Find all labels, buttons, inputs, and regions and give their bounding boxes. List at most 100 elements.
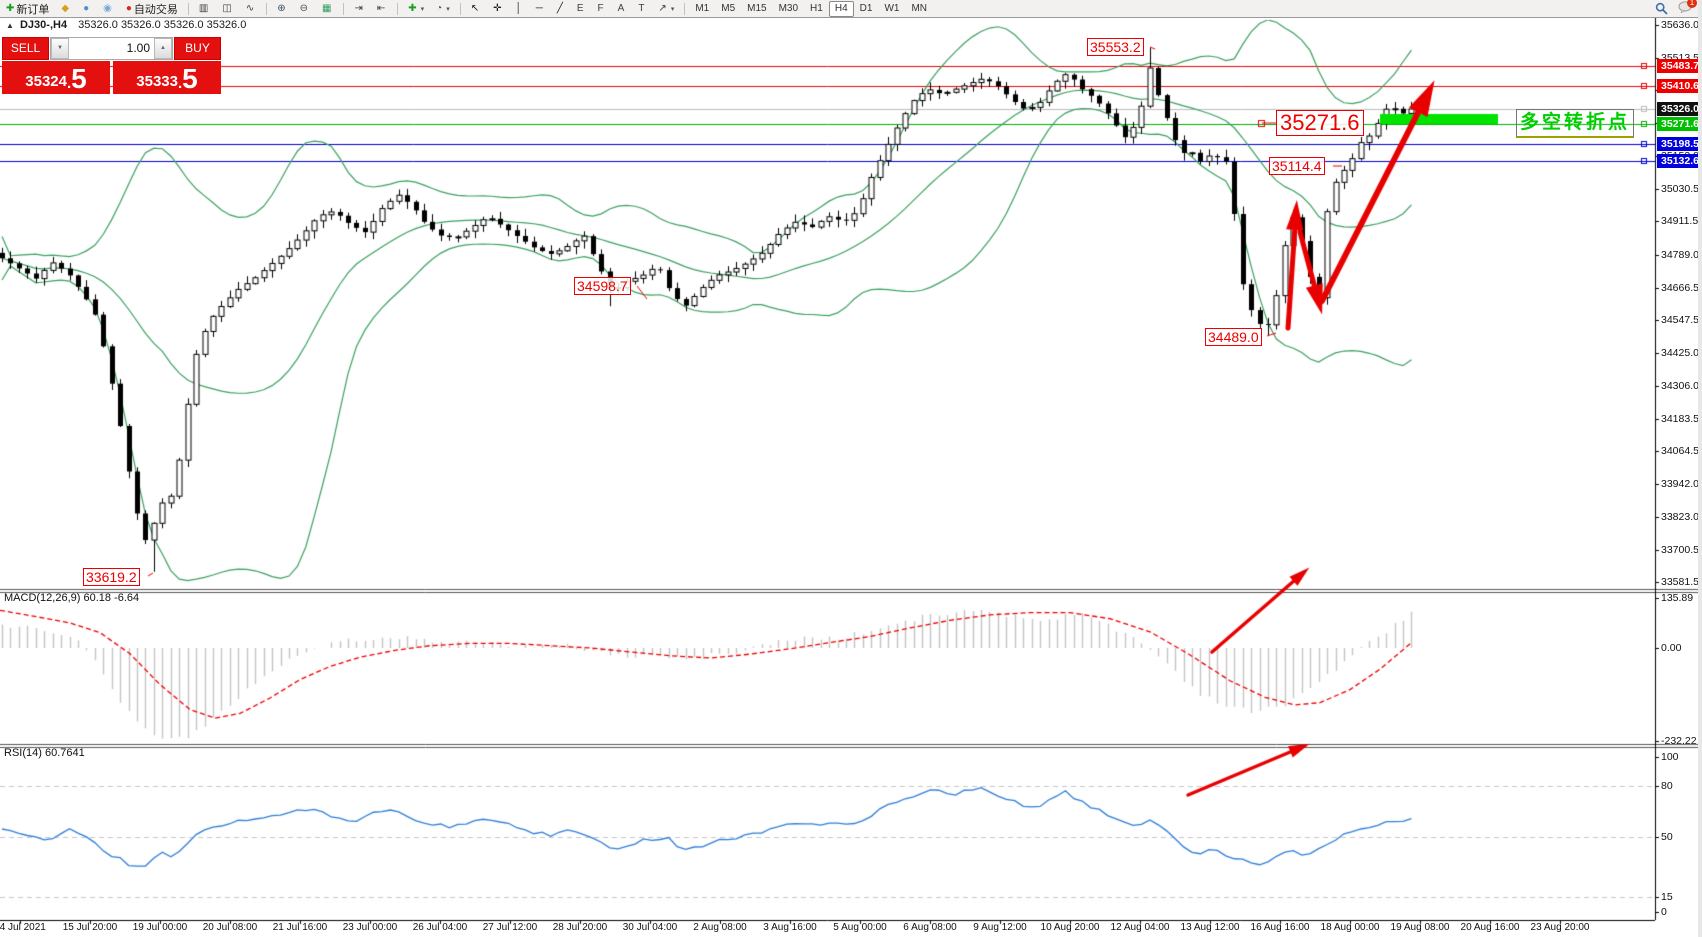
equidistant-channel-icon: E: [576, 2, 584, 14]
buy-button[interactable]: BUY: [174, 37, 221, 60]
indicators-icon: ✚: [408, 2, 417, 14]
time-axis-label: 16 Aug 16:00: [1250, 922, 1310, 933]
volume-increase-button[interactable]: ▲: [154, 38, 172, 59]
sell-button[interactable]: SELL: [2, 37, 49, 60]
new-order-button[interactable]: ✚ 新订单: [1, 1, 54, 17]
toolbar-separator: [397, 2, 399, 15]
notifications-icon[interactable]: 1: [1678, 0, 1697, 16]
rsi-tick: 0: [1661, 906, 1667, 918]
price-level-label: 35198.5: [1657, 137, 1698, 151]
tile-windows-icon[interactable]: ▦: [317, 1, 338, 17]
time-axis-label: 5 Aug 00:00: [833, 922, 887, 933]
volume-value[interactable]: 1.00: [126, 41, 150, 55]
rsi-indicator-label: RSI(14) 60.7641: [4, 747, 85, 759]
tile-windows-icon: ▦: [322, 2, 332, 14]
price-tick: 33942.0: [1661, 478, 1699, 490]
candlestick-chart-icon[interactable]: ◫: [217, 1, 238, 17]
volume-decrease-button[interactable]: ▼: [51, 38, 69, 59]
signal-icon: ◉: [103, 2, 112, 14]
trendline-icon[interactable]: ╱: [552, 1, 570, 17]
cursor-icon[interactable]: ↖: [466, 1, 486, 17]
timeframe-button-h4[interactable]: H4: [828, 0, 854, 17]
dropdown-arrow-icon: ▾: [670, 5, 675, 13]
price-level-label: 35326.0: [1657, 102, 1698, 116]
price-level-label: 35483.7: [1657, 59, 1698, 73]
time-axis-label: 19 Jul 00:00: [132, 922, 188, 933]
time-axis-label: 2 Aug 08:00: [693, 922, 747, 933]
price-level-label: 35410.6: [1657, 79, 1698, 93]
line-chart-icon: ∿: [245, 2, 255, 14]
time-axis-label: 14 Jul 2021: [0, 922, 46, 933]
buy-price-frac: 5: [182, 63, 198, 94]
collapse-panel-icon[interactable]: ▲: [6, 21, 14, 30]
timeframe-button-m5[interactable]: M5: [721, 2, 736, 14]
price-tick: 35636.0: [1661, 19, 1699, 31]
chart-shift-icon: ⇤: [376, 2, 386, 14]
fibonacci-icon: F: [597, 2, 604, 14]
styles-bucket-icon[interactable]: ◆: [56, 1, 76, 17]
zoom-out-icon[interactable]: ⊖: [295, 1, 315, 17]
time-axis-label: 6 Aug 08:00: [903, 922, 957, 933]
signal-icon[interactable]: ◉: [98, 1, 119, 17]
notification-count-badge: 1: [1687, 0, 1697, 8]
auto-scroll-icon[interactable]: ⇥: [349, 1, 369, 17]
profile-icon[interactable]: ●: [78, 1, 96, 17]
timeframe-button-m1[interactable]: M1: [695, 2, 710, 14]
toolbar-separator: [684, 2, 686, 15]
horizontal-line-icon: ─: [535, 2, 543, 14]
bar-chart-icon[interactable]: ▥: [194, 1, 215, 17]
vertical-line-icon[interactable]: │: [510, 1, 528, 17]
fibonacci-icon[interactable]: F: [593, 1, 611, 17]
zoom-in-icon[interactable]: ⊕: [272, 1, 292, 17]
time-axis-label: 28 Jul 20:00: [552, 922, 608, 933]
sell-price-display[interactable]: 35324. 5: [2, 61, 110, 94]
timeframe-button-mn[interactable]: MN: [911, 2, 927, 14]
time-axis-label: 26 Jul 04:00: [412, 922, 468, 933]
text-label-icon[interactable]: T: [633, 1, 651, 17]
periods-icon[interactable]: ◔ ▾: [431, 1, 455, 17]
time-axis-label: 19 Aug 08:00: [1390, 922, 1450, 933]
text-icon[interactable]: A: [613, 1, 632, 17]
timeframe-button-m15[interactable]: M15: [747, 2, 767, 14]
price-level-label: 35132.6: [1657, 154, 1698, 168]
zoom-out-icon: ⊖: [299, 2, 308, 14]
rsi-tick: 50: [1661, 831, 1673, 843]
auto-scroll-icon: ⇥: [354, 2, 363, 14]
indicators-icon[interactable]: ✚ ▾: [403, 1, 429, 17]
new-order-button-label: 新订单: [16, 3, 50, 16]
timeframe-button-w1[interactable]: W1: [884, 2, 900, 14]
toolbar-separator: [266, 2, 268, 15]
crosshair-icon[interactable]: ✛: [488, 1, 508, 17]
time-axis-label: 15 Jul 20:00: [62, 922, 118, 933]
buy-price-display[interactable]: 35333. 5: [113, 61, 221, 94]
line-chart-icon[interactable]: ∿: [241, 1, 261, 17]
timeframe-button-h1[interactable]: H1: [810, 2, 823, 14]
timeframe-button-m30[interactable]: M30: [778, 2, 799, 14]
equidistant-channel-icon[interactable]: E: [572, 1, 591, 17]
autotrade-button: ●: [125, 2, 132, 14]
chart-shift-icon[interactable]: ⇤: [372, 1, 392, 17]
styles-bucket-icon: ◆: [61, 2, 70, 14]
price-annotation: 34598.7: [574, 277, 631, 295]
price-annotation: 35114.4: [1269, 157, 1325, 175]
time-axis-label: 13 Aug 12:00: [1180, 922, 1240, 933]
new-order-button: ✚: [6, 2, 15, 14]
main-toolbar: ✚ 新订单 ◆ ● ◉ ● 自动交易 ▥ ◫ ∿ ⊕ ⊖ ▦ ⇥ ⇤ ✚ ▾ ◔ ▾ ↖ ✛ │ ─ ╱ E F A T ↗ ▾ M1 M5 M…: [0, 0, 1698, 18]
sell-price-dot: .: [66, 75, 72, 92]
buy-price-dot: .: [177, 75, 183, 92]
time-axis-label: 20 Jul 08:00: [202, 922, 258, 933]
autotrade-button[interactable]: ● 自动交易: [121, 1, 183, 17]
toolbar-separator: [343, 2, 345, 15]
timeframe-button-d1[interactable]: D1: [859, 2, 873, 14]
price-tick: 34064.5: [1661, 445, 1699, 457]
autotrade-button-label: 自动交易: [133, 3, 178, 16]
time-axis-label: 30 Jul 04:00: [622, 922, 678, 933]
horizontal-line-icon[interactable]: ─: [531, 1, 550, 17]
bar-chart-icon: ▥: [198, 2, 209, 14]
price-tick: 33700.5: [1661, 544, 1699, 556]
periods-icon: ◔: [436, 2, 443, 14]
search-icon[interactable]: [1655, 2, 1668, 15]
arrows-icon[interactable]: ↗ ▾: [653, 1, 679, 17]
